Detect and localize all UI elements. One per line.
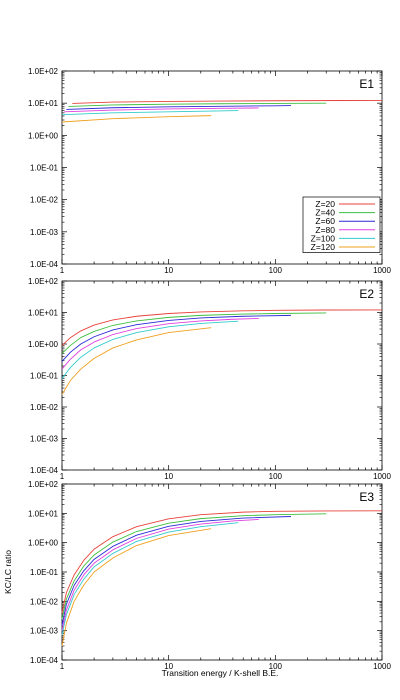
panel-tag: E3 xyxy=(359,490,374,504)
x-tick-label: 1000 xyxy=(373,266,391,275)
y-tick-label: 1.0E-03 xyxy=(30,627,59,636)
series-line-z100 xyxy=(61,110,239,116)
series-line-z80 xyxy=(64,107,259,113)
series-line-z80 xyxy=(61,317,259,370)
series-line-z120 xyxy=(61,327,212,395)
y-tick-label: 1.0E+02 xyxy=(28,67,59,76)
y-tick-label: 1.0E+00 xyxy=(28,340,59,349)
x-tick-label: 10 xyxy=(164,472,173,481)
x-tick-label: 100 xyxy=(269,266,283,275)
panel-tag: E1 xyxy=(359,77,374,91)
y-tick-label: 1.0E+00 xyxy=(28,131,59,140)
legend-label: Z=80 xyxy=(315,225,335,235)
series-line-z40 xyxy=(61,513,327,620)
y-tick-label: 1.0E-03 xyxy=(30,228,59,237)
series-line-z60 xyxy=(61,516,291,626)
y-tick-label: 1.0E-03 xyxy=(30,435,59,444)
x-tick-label: 1 xyxy=(60,266,65,275)
legend-label: Z=20 xyxy=(315,199,335,209)
x-tick-label: 100 xyxy=(269,472,283,481)
series-line-z60 xyxy=(61,314,291,362)
y-tick-label: 1.0E-01 xyxy=(30,568,59,577)
series-line-z20 xyxy=(61,309,383,346)
y-tick-label: 1.0E+01 xyxy=(28,99,59,108)
legend-box xyxy=(302,196,381,253)
x-tick-label: 1 xyxy=(60,662,65,671)
y-tick-label: 1.0E-04 xyxy=(30,260,59,269)
series-line-z120 xyxy=(61,528,212,647)
panel-e2: 1 10 100 1000 1.0E-04 1.0E-03 1.0E-02 1.0E-01 1.… xyxy=(28,277,391,481)
legend-label: Z=120 xyxy=(311,242,336,252)
y-tick-label: 1.0E-02 xyxy=(30,196,59,205)
plot-frame xyxy=(61,483,383,661)
y-tick-label: 1.0E-02 xyxy=(30,597,59,606)
x-tick-label: 10 xyxy=(164,662,173,671)
panel-e1: 1 10 100 1000 1.0E-04 1.0E-03 1.0E-02 1.0E-01 1.… xyxy=(28,67,391,275)
series-line-z100 xyxy=(61,320,239,379)
plot-frame xyxy=(61,280,383,471)
legend-label: Z=100 xyxy=(311,233,336,243)
legend-label: Z=60 xyxy=(315,216,335,226)
panel-tag: E2 xyxy=(359,287,374,301)
y-tick-label: 1.0E+02 xyxy=(28,277,59,286)
series-line-z120 xyxy=(61,115,212,123)
y-tick-label: 1.0E+00 xyxy=(28,539,59,548)
x-tick-label: 100 xyxy=(269,662,283,671)
x-tick-label: 1000 xyxy=(373,662,391,671)
legend-label: Z=40 xyxy=(315,208,335,218)
x-axis-label: Transition energy / K-shell B.E. xyxy=(162,668,279,678)
series-line-z80 xyxy=(61,518,259,631)
series-line-z40 xyxy=(68,102,327,107)
x-tick-label: 1 xyxy=(60,472,65,481)
series-line-z60 xyxy=(66,105,291,110)
y-tick-label: 1.0E-04 xyxy=(30,466,59,475)
series-line-z20 xyxy=(72,99,383,104)
y-tick-label: 1.0E+01 xyxy=(28,509,59,518)
y-tick-label: 1.0E+01 xyxy=(28,309,59,318)
x-tick-label: 10 xyxy=(164,266,173,275)
series-line-z20 xyxy=(61,510,383,614)
series-line-z40 xyxy=(61,312,327,354)
y-tick-label: 1.0E-02 xyxy=(30,403,59,412)
y-tick-label: 1.0E-01 xyxy=(30,372,59,381)
x-tick-label: 1000 xyxy=(373,472,391,481)
y-tick-label: 1.0E-01 xyxy=(30,164,59,173)
y-axis-label: KC/LC ratio xyxy=(3,550,13,594)
y-tick-label: 1.0E+02 xyxy=(28,480,59,489)
y-tick-label: 1.0E-04 xyxy=(30,656,59,665)
series-line-z100 xyxy=(61,522,239,636)
panel-e3: 1 10 100 1000 1.0E-04 1.0E-03 1.0E-02 1.0E-01 1.… xyxy=(28,480,391,671)
